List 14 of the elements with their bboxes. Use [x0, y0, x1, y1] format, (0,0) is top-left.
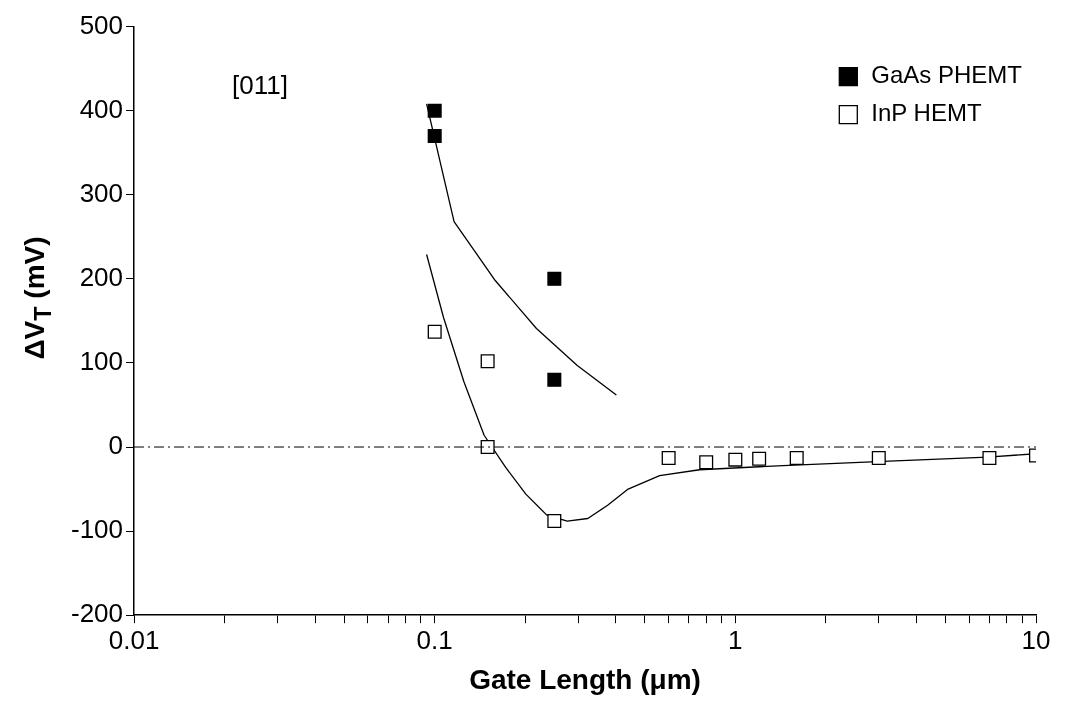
y-tick-label: 0	[108, 430, 124, 461]
y-tick-label: -100	[70, 514, 124, 545]
x-axis-title: Gate Length (μm)	[469, 663, 701, 695]
y-tick-label: 100	[79, 346, 124, 377]
x-tick-label: 0.1	[416, 624, 453, 655]
y-tick-label: 300	[79, 177, 124, 208]
annotation: [011]	[232, 69, 288, 100]
y-tick-label: 400	[79, 93, 124, 124]
x-tick-label: 10	[1021, 624, 1051, 655]
legend-label: InP HEMT	[871, 99, 982, 127]
y-tick-label: 200	[79, 262, 124, 293]
legend-label: GaAs PHEMT	[871, 61, 1023, 89]
y-tick-label: 500	[79, 9, 124, 40]
x-tick-label: 1	[728, 624, 743, 655]
